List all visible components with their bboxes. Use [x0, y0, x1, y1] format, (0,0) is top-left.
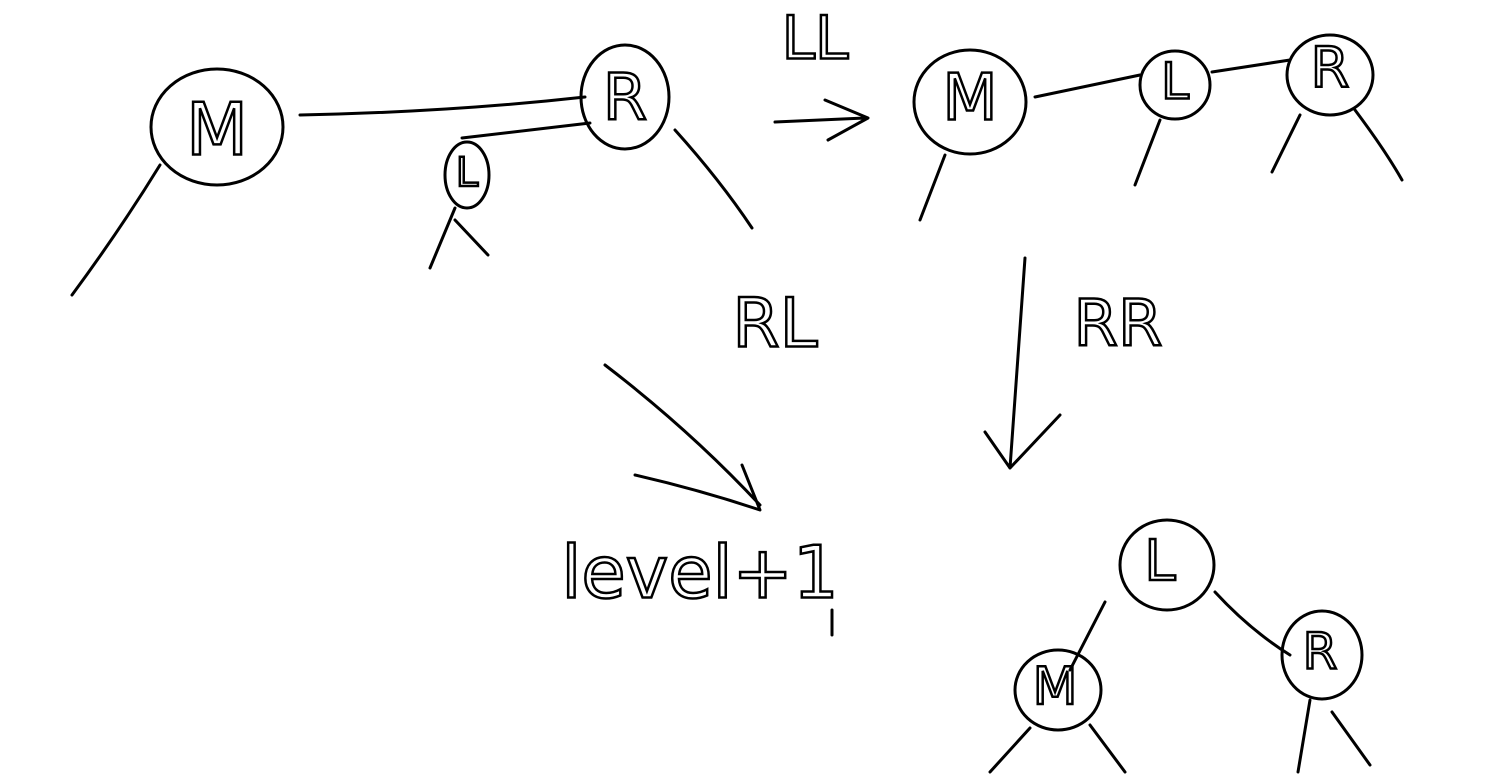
transition-label: RL — [732, 285, 817, 364]
node-label: L — [456, 150, 479, 196]
strokes — [70, 33, 1404, 774]
node-label: M — [186, 88, 248, 172]
node-label: L — [1144, 529, 1175, 594]
node-label: R — [603, 62, 647, 136]
node-label: M — [1033, 657, 1078, 717]
node-label: R — [1303, 623, 1338, 681]
node-label: L — [1161, 53, 1189, 111]
node-label: R — [1311, 36, 1350, 101]
note: level+1 — [561, 531, 838, 615]
transition-label: LL — [782, 4, 849, 74]
transition-label: RR — [1074, 288, 1163, 362]
node-label: M — [942, 62, 997, 136]
